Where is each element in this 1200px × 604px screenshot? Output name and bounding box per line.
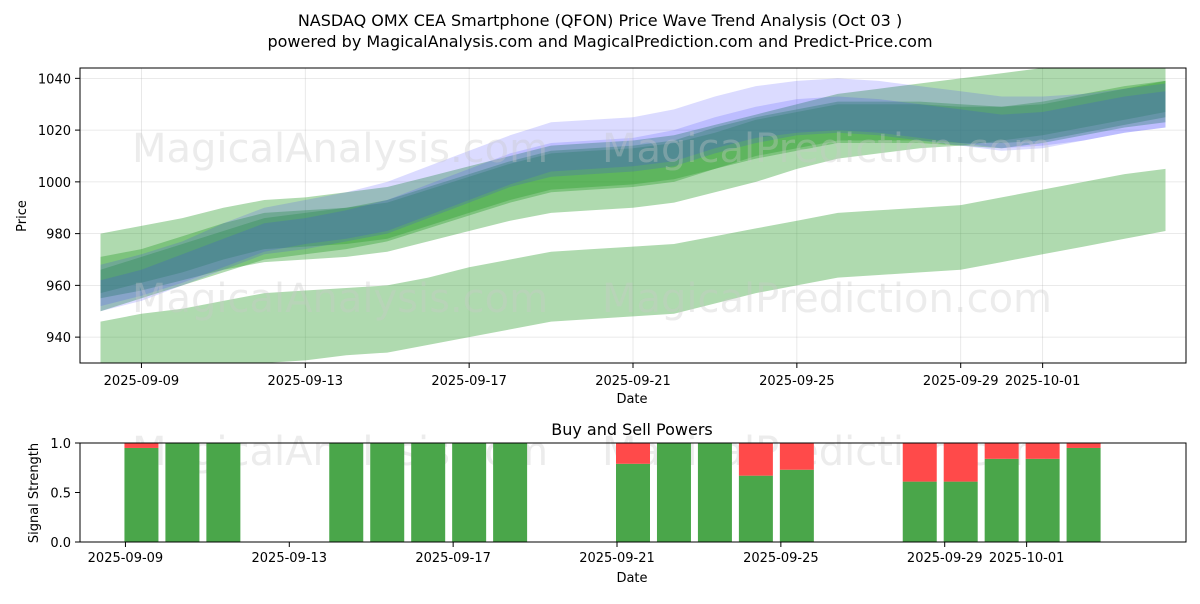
sell-bar-2025-09-09 <box>124 443 159 448</box>
buy-bar-2025-09-14 <box>329 443 364 542</box>
powers-y-tick-label-0: 0.0 <box>50 536 71 551</box>
buy-bar-2025-09-18 <box>493 443 528 542</box>
price-x-ticks: 2025-09-09 2025-09-13 2025-09-17 2025-09-21… <box>104 363 1081 389</box>
price-y-tick-label-4: 1020 <box>38 124 71 139</box>
figure-title-line1: NASDAQ OMX CEA Smartphone (QFON) Price W… <box>298 11 902 30</box>
buy-bar-2025-09-15 <box>370 443 405 542</box>
buy-bar-2025-10-02 <box>1066 447 1101 542</box>
price-y-tick-label-3: 1000 <box>38 176 71 191</box>
price-x-tick-label-1: 2025-09-13 <box>268 374 344 389</box>
band-green-band-3 <box>100 80 1166 312</box>
price-x-axis-label: Date <box>616 392 647 407</box>
watermark-prediction-mid: MagicalPrediction.com <box>602 276 1052 322</box>
price-watermarks: MagicalAnalysis.com MagicalPrediction.co… <box>132 126 1052 322</box>
sell-bar-2025-09-24 <box>738 443 773 476</box>
watermark-analysis-mid: MagicalAnalysis.com <box>132 276 548 322</box>
buy-bar-2025-09-16 <box>411 443 446 542</box>
sell-bar-2025-09-25 <box>779 443 814 470</box>
price-x-tick-label-0: 2025-09-09 <box>104 374 180 389</box>
price-y-tick-label-0: 940 <box>46 331 71 346</box>
buy-bar-2025-09-24 <box>738 475 773 542</box>
price-grid <box>80 68 1186 363</box>
price-y-ticks: 940 960 980 1000 1020 1040 <box>38 72 80 346</box>
price-y-tick-label-1: 960 <box>46 279 71 294</box>
sell-bar-2025-10-01 <box>1025 443 1060 459</box>
buy-bar-2025-09-25 <box>779 469 814 542</box>
price-x-tick-label-3: 2025-09-21 <box>595 374 671 389</box>
powers-x-tick-label-1: 2025-09-13 <box>252 551 328 566</box>
powers-x-tick-label-3: 2025-09-21 <box>579 551 655 566</box>
buy-bar-2025-09-21 <box>616 463 650 542</box>
price-x-tick-label-5: 2025-09-29 <box>923 374 999 389</box>
buy-bar-2025-09-29 <box>943 481 978 542</box>
powers-chart-title: Buy and Sell Powers <box>551 420 713 439</box>
band-blue-band-2 <box>100 91 1166 312</box>
powers-x-tick-label-6: 2025-10-01 <box>989 551 1065 566</box>
powers-x-tick-label-5: 2025-09-29 <box>907 551 983 566</box>
watermark-prediction-top: MagicalPrediction.com <box>602 126 1052 172</box>
powers-bars <box>124 443 1101 542</box>
price-x-tick-label-4: 2025-09-25 <box>759 374 835 389</box>
powers-x-tick-label-2: 2025-09-17 <box>415 551 491 566</box>
powers-y-tick-label-1: 0.5 <box>50 487 71 502</box>
powers-x-tick-label-4: 2025-09-25 <box>743 551 819 566</box>
watermark-analysis-top: MagicalAnalysis.com <box>132 126 548 172</box>
band-blue-band-1 <box>100 78 1166 307</box>
band-green-low-band <box>100 168 1166 363</box>
buy-bar-2025-09-22 <box>656 443 691 542</box>
powers-x-tick-label-0: 2025-09-09 <box>88 551 164 566</box>
buy-bar-2025-09-23 <box>697 443 732 542</box>
powers-x-axis-label: Date <box>616 571 647 586</box>
buy-bar-2025-10-01 <box>1025 458 1060 542</box>
powers-y-ticks: 0.0 0.5 1.0 <box>50 437 80 551</box>
price-y-tick-label-5: 1040 <box>38 72 71 87</box>
price-y-axis-label: Price <box>15 200 30 232</box>
sell-bar-2025-10-02 <box>1066 443 1101 448</box>
buy-bar-2025-09-09 <box>124 447 159 542</box>
buy-bar-2025-09-17 <box>452 443 487 542</box>
band-green-band-2 <box>100 80 1166 294</box>
powers-y-tick-label-2: 1.0 <box>50 437 71 452</box>
sell-bar-2025-09-30 <box>984 443 1019 459</box>
price-x-tick-label-2: 2025-09-17 <box>431 374 507 389</box>
buy-bar-2025-09-28 <box>902 481 937 542</box>
buy-bar-2025-09-11 <box>206 443 241 542</box>
powers-x-ticks: 2025-09-09 2025-09-13 2025-09-17 2025-09-21… <box>88 542 1065 566</box>
sell-bar-2025-09-21 <box>616 443 650 464</box>
sell-bar-2025-09-28 <box>902 443 937 482</box>
figure-title-line2: powered by MagicalAnalysis.com and Magic… <box>267 32 932 51</box>
price-x-tick-label-6: 2025-10-01 <box>1005 374 1081 389</box>
price-bands <box>100 68 1166 363</box>
band-green-band-1 <box>100 68 1166 299</box>
buy-bar-2025-09-10 <box>165 443 200 542</box>
buy-bar-2025-09-30 <box>984 458 1019 542</box>
price-y-tick-label-2: 980 <box>46 228 71 243</box>
powers-y-axis-label: Signal Strength <box>27 443 42 543</box>
sell-bar-2025-09-29 <box>943 443 978 482</box>
